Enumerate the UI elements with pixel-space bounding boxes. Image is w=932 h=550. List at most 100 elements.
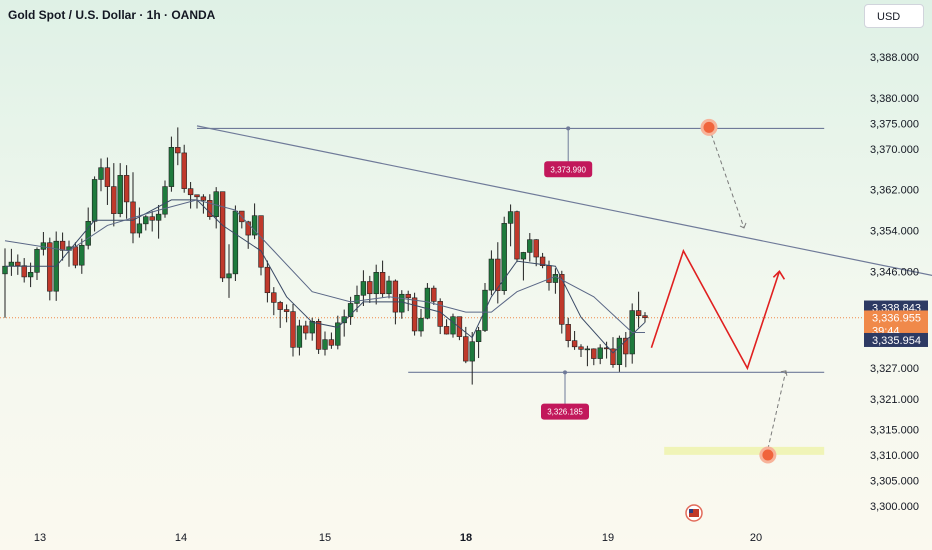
candle-body <box>386 280 392 295</box>
currency-button[interactable]: USD <box>864 4 924 28</box>
candle-body <box>187 188 194 196</box>
y-tick-label: 3,362.000 <box>870 185 919 197</box>
candle-body <box>520 252 527 260</box>
x-tick-label: 20 <box>750 532 762 544</box>
event-flag-icon-canton <box>689 509 693 513</box>
candle-body <box>251 215 258 236</box>
candle-body <box>507 211 514 224</box>
candle-body <box>578 346 584 350</box>
candle-body <box>47 242 53 292</box>
candle-body <box>283 309 290 312</box>
candles <box>2 127 648 385</box>
x-axis: 13 14 15 18 19 20 <box>34 532 762 544</box>
candle-body <box>168 147 175 187</box>
lower-target-marker <box>759 446 777 464</box>
candle-body <box>232 210 239 275</box>
moving-average-slow <box>4 199 645 333</box>
candle-body <box>360 281 367 296</box>
candle-body <box>623 337 629 355</box>
support-value-tag-text: 3,326.185 <box>547 408 583 417</box>
candle-body <box>642 315 648 319</box>
resistance-value-tag: 3,373.990 <box>544 161 593 178</box>
candle-body <box>424 287 431 319</box>
candle-body <box>207 200 213 218</box>
candle-body <box>527 239 533 253</box>
candle-body <box>322 339 328 350</box>
candle-body <box>181 152 187 189</box>
candle-body <box>200 196 207 201</box>
candle-body <box>40 242 47 250</box>
candle-body <box>136 223 143 234</box>
candle-body <box>143 216 149 225</box>
candle-body <box>296 325 303 348</box>
candle-body <box>21 265 27 278</box>
candle-body <box>571 340 578 348</box>
y-tick-label: 3,370.000 <box>870 144 919 156</box>
chart-title: Gold Spot / U.S. Dollar · 1h · OANDA <box>8 8 216 22</box>
candle-body <box>488 258 495 291</box>
upper-dashed-arrow <box>708 127 745 229</box>
candle-body <box>91 179 98 222</box>
candle-body <box>104 167 111 187</box>
candle-body <box>552 274 559 283</box>
candle-body <box>328 339 335 346</box>
y-tick-label: 3,310.000 <box>870 450 919 462</box>
candle-body <box>117 175 123 214</box>
descending-trendline <box>196 125 932 277</box>
candle-body <box>98 167 104 180</box>
y-tick-label: 3,305.000 <box>870 475 919 487</box>
candle-body <box>85 220 91 246</box>
candle-body <box>501 223 507 291</box>
candle-body <box>597 347 603 359</box>
candle-body <box>495 258 501 291</box>
candle-body <box>463 336 469 362</box>
candle-body <box>616 337 623 365</box>
candle-body <box>456 316 463 337</box>
x-tick-label: 18 <box>460 532 472 544</box>
projection-zigzag <box>650 248 781 371</box>
support-value-tag-bg <box>541 403 589 420</box>
candle-body <box>175 147 181 154</box>
candle-body <box>367 281 373 295</box>
y-tick-label: 3,388.000 <box>870 52 919 64</box>
candle-body <box>27 272 34 278</box>
support-value-tag: 3,326.185 <box>541 403 589 420</box>
candle-body <box>373 272 379 295</box>
candle-body <box>533 239 539 258</box>
candle-body <box>271 292 277 303</box>
candle-body <box>335 322 341 346</box>
candle-body <box>162 186 168 215</box>
candle-body <box>565 324 571 341</box>
projection-arrow-head <box>772 270 786 280</box>
candle-body <box>411 297 418 332</box>
candle-body <box>72 246 79 266</box>
candle-body <box>392 280 399 313</box>
resistance-value-tag-text: 3,373.990 <box>550 165 586 174</box>
y-axis: 3,300.000 3,305.000 3,310.000 3,315.000 3,32… <box>864 52 928 513</box>
candle-body <box>469 341 475 362</box>
resistance-anchor-dot <box>566 126 571 131</box>
lower-dashed-arrow <box>767 370 787 450</box>
x-tick-label: 15 <box>319 532 331 544</box>
y-tick-label: 3,346.000 <box>870 266 919 278</box>
plot-area: 3,373.990 3,326.185 <box>0 118 932 522</box>
candle-body <box>475 330 482 343</box>
support-anchor-dot <box>563 370 567 375</box>
candle-body <box>79 244 85 266</box>
y-tick-label: 3,321.000 <box>870 394 919 406</box>
y-tick-label: 3,354.000 <box>870 225 919 237</box>
x-tick-label: 19 <box>602 532 614 544</box>
candle-body <box>123 175 130 203</box>
candle-body <box>149 216 155 221</box>
candle-body <box>155 213 162 221</box>
candle-body <box>111 186 117 214</box>
upper-target-marker <box>700 118 718 136</box>
candle-body <box>34 249 40 273</box>
y-tick-label: 3,380.000 <box>870 93 919 105</box>
candle-body <box>226 273 232 279</box>
candle-body <box>59 240 66 251</box>
candle-body <box>290 311 296 348</box>
event-flag-icon-stripe <box>689 509 699 517</box>
